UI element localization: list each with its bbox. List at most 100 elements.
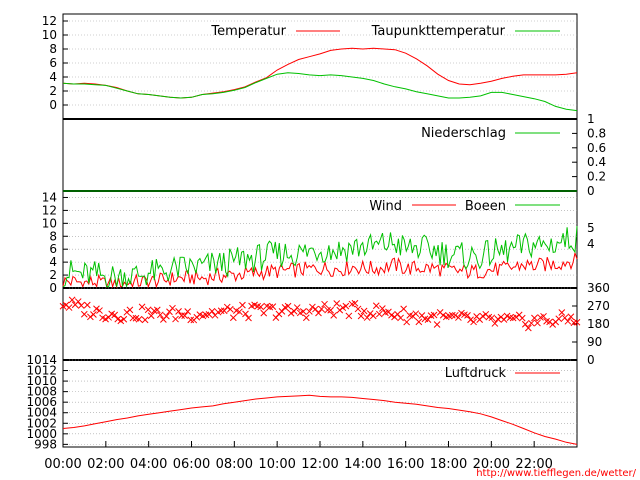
direction-mark xyxy=(93,305,100,313)
series-line-boeen xyxy=(62,226,578,288)
y-tick-label: 2 xyxy=(49,268,57,282)
direction-mark-stroke xyxy=(229,314,237,322)
direction-mark xyxy=(451,311,459,319)
direction-mark xyxy=(330,312,338,319)
direction-mark-stroke xyxy=(269,303,277,310)
direction-mark-stroke xyxy=(284,302,292,310)
direction-mark-stroke xyxy=(458,309,465,317)
direction-mark-stroke xyxy=(360,307,368,315)
direction-mark-stroke xyxy=(175,307,182,315)
legend-label: Niederschlag xyxy=(421,126,506,141)
direction-mark-stroke xyxy=(126,306,134,314)
direction-mark-stroke xyxy=(418,312,426,319)
direction-mark-stroke xyxy=(257,303,265,311)
direction-mark-stroke xyxy=(397,314,404,322)
direction-mark-stroke xyxy=(491,320,499,327)
direction-mark-stroke xyxy=(65,304,73,311)
direction-mark-stroke xyxy=(90,311,97,318)
direction-mark xyxy=(415,318,423,326)
direction-mark-stroke xyxy=(87,313,94,321)
direction-mark-stroke xyxy=(375,310,383,318)
direction-mark-stroke xyxy=(312,305,319,313)
direction-mark-stroke xyxy=(68,296,76,304)
direction-mark-stroke xyxy=(555,315,563,323)
y-tick-label: 1000 xyxy=(26,427,57,441)
direction-mark-stroke xyxy=(114,315,122,323)
x-tick-label: 06:00 xyxy=(173,457,210,472)
y-tick-label: 1002 xyxy=(26,416,57,430)
y-tick-label-right: 360 xyxy=(587,281,610,295)
y-tick-label: 6 xyxy=(49,242,57,256)
direction-mark xyxy=(315,309,322,317)
direction-mark-stroke xyxy=(223,303,231,311)
direction-mark-stroke xyxy=(515,311,523,319)
direction-mark xyxy=(126,306,134,314)
direction-mark xyxy=(187,316,195,324)
direction-mark-stroke xyxy=(260,309,268,317)
x-tick-label: 04:00 xyxy=(130,457,167,472)
direction-mark xyxy=(455,314,462,321)
direction-mark-stroke xyxy=(147,312,155,320)
direction-mark-stroke xyxy=(245,314,252,322)
direction-mark xyxy=(448,311,456,319)
direction-mark-stroke xyxy=(287,309,295,317)
direction-mark-stroke xyxy=(80,310,88,318)
direction-mark xyxy=(175,307,182,315)
direction-mark xyxy=(333,300,341,307)
direction-mark-stroke xyxy=(518,314,526,322)
direction-mark-stroke xyxy=(141,316,149,324)
y-tick-label-right: 5 xyxy=(587,221,595,235)
direction-mark xyxy=(357,312,365,320)
direction-mark xyxy=(397,314,404,322)
y-tick-label-right: 0 xyxy=(587,353,595,367)
direction-mark-stroke xyxy=(506,314,514,322)
direction-mark xyxy=(372,302,380,310)
direction-mark-stroke xyxy=(345,312,353,320)
direction-mark-stroke xyxy=(524,324,532,332)
direction-mark-stroke xyxy=(573,318,581,326)
direction-mark xyxy=(318,305,325,313)
direction-mark-stroke xyxy=(144,306,152,314)
direction-mark xyxy=(163,312,170,320)
direction-mark-stroke xyxy=(120,315,128,323)
direction-mark xyxy=(354,305,362,313)
direction-mark xyxy=(369,312,377,320)
y-tick-label: 10 xyxy=(42,28,57,42)
direction-mark xyxy=(491,320,499,327)
direction-mark xyxy=(430,311,438,319)
direction-mark-stroke xyxy=(400,305,407,313)
direction-mark xyxy=(114,315,122,323)
y-tick-label: 12 xyxy=(42,14,57,28)
y-tick-label: 14 xyxy=(42,190,57,204)
direction-mark xyxy=(65,304,73,311)
y-tick-label: 8 xyxy=(49,42,57,56)
direction-mark-stroke xyxy=(74,298,82,305)
series-line-luftdruck xyxy=(62,394,578,445)
direction-mark xyxy=(400,305,407,313)
direction-mark-stroke xyxy=(93,305,100,313)
direction-mark-stroke xyxy=(226,305,234,313)
series-line-wind xyxy=(62,251,578,289)
y-tick-label: 4 xyxy=(49,255,57,269)
direction-mark xyxy=(83,301,91,309)
direction-mark xyxy=(345,312,353,320)
direction-mark xyxy=(293,304,301,311)
direction-mark xyxy=(479,312,487,320)
direction-mark xyxy=(309,303,316,311)
direction-mark xyxy=(433,321,441,328)
direction-mark xyxy=(257,303,265,311)
direction-mark xyxy=(378,305,386,312)
direction-mark-stroke xyxy=(254,302,262,310)
direction-mark xyxy=(245,314,252,322)
credit-url: http://www.tiefflegen.de/wetter/ xyxy=(476,468,636,479)
direction-mark-stroke xyxy=(558,309,566,316)
direction-mark xyxy=(96,307,103,314)
direction-mark xyxy=(360,307,368,315)
direction-mark-stroke xyxy=(433,321,441,328)
x-tick-label: 08:00 xyxy=(216,457,253,472)
direction-mark-stroke xyxy=(293,304,301,311)
direction-mark-stroke xyxy=(184,308,192,315)
legend-label: Taupunkttemperatur xyxy=(371,24,506,39)
direction-mark-stroke xyxy=(503,312,511,320)
direction-mark xyxy=(77,302,85,309)
